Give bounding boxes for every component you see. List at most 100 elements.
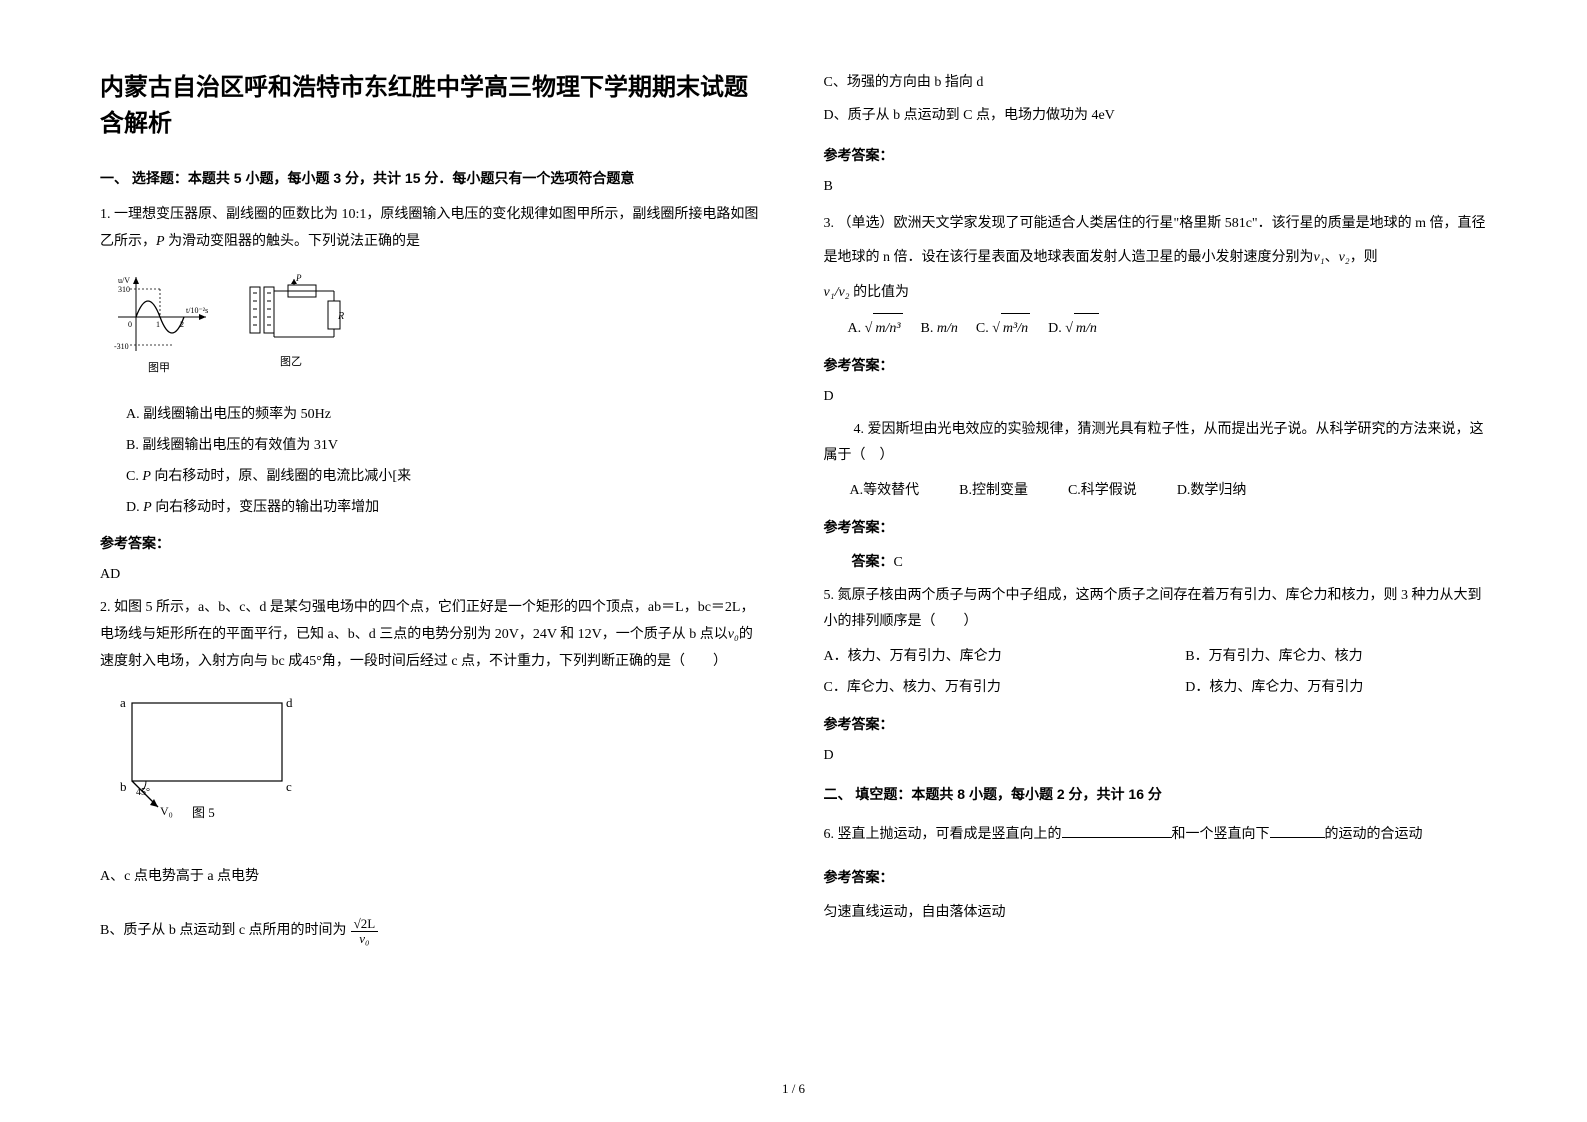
q2-opt-a: A、c 点电势高于 a 点电势 <box>100 864 764 891</box>
q3-opt-d-expr: m/n <box>1074 313 1099 345</box>
doc-title: 内蒙古自治区呼和浩特市东红胜中学高三物理下学期期末试题含解析 <box>100 70 764 142</box>
q3-ratio-line: v₁/v₂ 的比值为 <box>824 280 1488 307</box>
q5-options: A．核力、万有引力、库仑力 B．万有引力、库仑力、核力 C．库仑力、核力、万有引… <box>824 642 1488 704</box>
svg-text:310: 310 <box>118 285 130 294</box>
q3-opt-b-label: B. <box>921 321 937 336</box>
q1-opt-b: B. 副线圈输出电压的有效值为 31V <box>126 431 764 462</box>
q1-ans: AD <box>100 567 764 583</box>
section-2-text: 二、 填空题：本题共 8 小题，每小题 2 分，共计 16 分 <box>824 786 1162 802</box>
q2-stem-1: 2. 如图 5 所示，a、b、c、d 是某匀强电场中的四个点，它们正好是一个矩形… <box>100 600 754 642</box>
svg-text:2: 2 <box>180 320 184 329</box>
section-2-head: 二、 填空题：本题共 8 小题，每小题 2 分，共计 16 分 <box>824 784 1488 804</box>
q1-fig-left-label: 图甲 <box>148 361 170 374</box>
q2-45: 45° <box>302 654 322 669</box>
q3-stem-1: 3. （单选）欧洲天文学家发现了可能适合人类居住的行星"格里斯 581c"．该行… <box>824 216 1486 265</box>
q2-opt-d: D、质子从 b 点运动到 C 点，电场力做功为 4eV <box>824 103 1488 130</box>
q1-stem: 1. 一理想变压器原、副线圈的匝数比为 10:1，原线圈输入电压的变化规律如图甲… <box>100 202 764 255</box>
q4-ans-head: 参考答案： <box>824 517 1488 537</box>
q1-figure: 310 0 -310 u/V 1 2 t/10⁻²s 图甲 <box>110 271 764 386</box>
svg-text:R: R <box>337 311 344 322</box>
q4-ans-val: C <box>894 555 903 570</box>
q3-sep: 、 <box>1325 250 1339 265</box>
q2-pt-a: a <box>120 695 126 710</box>
section-1-head: 一、 选择题：本题共 5 小题，每小题 3 分，共计 15 分．每小题只有一个选… <box>100 168 764 188</box>
q4-options: A.等效替代 B.控制变量 C.科学假说 D.数学归纳 <box>850 476 1488 507</box>
svg-text:0: 0 <box>128 320 132 329</box>
q2-ans: B <box>824 179 1488 195</box>
svg-text:t/10⁻²s: t/10⁻²s <box>186 306 208 315</box>
q5-opt-b: B．万有引力、库仑力、核力 <box>1185 642 1487 673</box>
q1-opt-c-p: P <box>142 469 151 484</box>
q3-ans: D <box>824 389 1488 405</box>
q1-var-p: P <box>156 234 165 249</box>
q1-opt-c: C. P 向右移动时，原、副线圈的电流比减小[来 <box>126 462 764 493</box>
q5-opt-c: C．库仑力、核力、万有引力 <box>824 673 1126 704</box>
svg-text:P: P <box>295 273 302 283</box>
page-footer: 1 / 6 <box>0 1081 1587 1097</box>
q2-opt-b-pre: B、质子从 b 点运动到 c 点所用的时间为 <box>100 918 347 945</box>
q4-opt-d: D.数学归纳 <box>1177 476 1247 507</box>
sqrt-icon <box>992 321 1000 336</box>
q3-opt-c: C. m³/n <box>976 313 1030 345</box>
q1-stem-2: 为滑动变阻器的触头。下列说法正确的是 <box>165 234 421 249</box>
q3-opt-a: A. m/n³ <box>848 313 903 345</box>
q2-opt-b-frac: √2L v₀ <box>351 917 379 947</box>
q3-opt-b: B. m/n <box>921 314 958 345</box>
q4-ans-pre: 答案： <box>852 555 894 570</box>
q1-opt-c-pre: C. <box>126 469 142 484</box>
right-column: C、场强的方向由 b 指向 d D、质子从 b 点运动到 C 点，电场力做功为 … <box>824 70 1488 1050</box>
q2-pt-c: c <box>286 779 292 794</box>
q4-ans: 答案：C <box>824 551 1488 571</box>
q3-stem: 3. （单选）欧洲天文学家发现了可能适合人类居住的行星"格里斯 581c"．该行… <box>824 207 1488 274</box>
q2-opt-b-den: v₀ <box>356 932 372 946</box>
left-column: 内蒙古自治区呼和浩特市东红胜中学高三物理下学期期末试题含解析 一、 选择题：本题… <box>100 70 764 1050</box>
q4-opt-b: B.控制变量 <box>959 476 1028 507</box>
q3-ans-head: 参考答案： <box>824 355 1488 375</box>
q1-opt-d-post: 向右移动时，变压器的输出功率增加 <box>152 500 380 515</box>
q5-opt-a: A．核力、万有引力、库仑力 <box>824 642 1126 673</box>
q2-figure: a d b c 45° V₀ 图 5 <box>110 691 764 836</box>
q6-stem-1: 6. 竖直上抛运动，可看成是竖直向上的 <box>824 827 1062 842</box>
q3-stem-3: 的比值为 <box>850 285 910 300</box>
q5-ans: D <box>824 748 1488 764</box>
q5-ans-head: 参考答案： <box>824 714 1488 734</box>
q2-angle: 45° <box>136 787 150 798</box>
q5-opt-d: D．核力、库仑力、万有引力 <box>1185 673 1487 704</box>
q3-opt-c-expr: m³/n <box>1001 313 1030 345</box>
q1-svg: 310 0 -310 u/V 1 2 t/10⁻²s 图甲 <box>110 271 360 381</box>
q2-fig-label: 图 5 <box>192 805 215 820</box>
sqrt-icon <box>1065 321 1073 336</box>
q2-ans-head: 参考答案： <box>824 145 1488 165</box>
svg-text:-310: -310 <box>114 342 129 351</box>
q3-opt-d-label: D. <box>1048 321 1065 336</box>
q1-fig-right-label: 图乙 <box>280 355 302 368</box>
q2-v0-label: V₀ <box>160 804 173 818</box>
q2-v0: v₀ <box>728 627 739 642</box>
q6-blank-2 <box>1270 824 1325 838</box>
q3-v2: v₂ <box>1339 250 1350 265</box>
q3-opt-c-label: C. <box>976 321 992 336</box>
q3-opt-b-expr: m/n <box>937 321 958 336</box>
q2-pt-b: b <box>120 779 127 794</box>
svg-text:1: 1 <box>156 320 160 329</box>
q2-pt-d: d <box>286 695 293 710</box>
q2-opt-c: C、场强的方向由 b 指向 d <box>824 70 1488 97</box>
page: 内蒙古自治区呼和浩特市东红胜中学高三物理下学期期末试题含解析 一、 选择题：本题… <box>100 70 1487 1050</box>
svg-text:u/V: u/V <box>118 276 130 285</box>
q3-v1: v₁ <box>1314 250 1325 265</box>
q2-opt-b-num: √2L <box>351 917 379 932</box>
sqrt-icon <box>865 321 873 336</box>
q6-stem-2: 和一个竖直向下 <box>1172 827 1270 842</box>
q2-stem: 2. 如图 5 所示，a、b、c、d 是某匀强电场中的四个点，它们正好是一个矩形… <box>100 595 764 675</box>
q2-svg: a d b c 45° V₀ 图 5 <box>110 691 310 831</box>
q4-opt-c: C.科学假说 <box>1068 476 1137 507</box>
q6-ans: 匀速直线运动，自由落体运动 <box>824 901 1488 921</box>
q1-opt-d: D. P 向右移动时，变压器的输出功率增加 <box>126 493 764 524</box>
q2-opt-b: B、质子从 b 点运动到 c 点所用的时间为 √2L v₀ <box>100 917 764 947</box>
q1-opt-d-p: P <box>143 500 152 515</box>
q2-stem-3: 角，一段时间后经过 c 点，不计重力，下列判断正确的是（ ） <box>322 654 727 669</box>
q3-opt-d: D. m/n <box>1048 313 1099 345</box>
q1-opt-a: A. 副线圈输出电压的频率为 50Hz <box>126 400 764 431</box>
q3-opt-a-label: A. <box>848 321 865 336</box>
q4-opt-a: A.等效替代 <box>850 476 920 507</box>
